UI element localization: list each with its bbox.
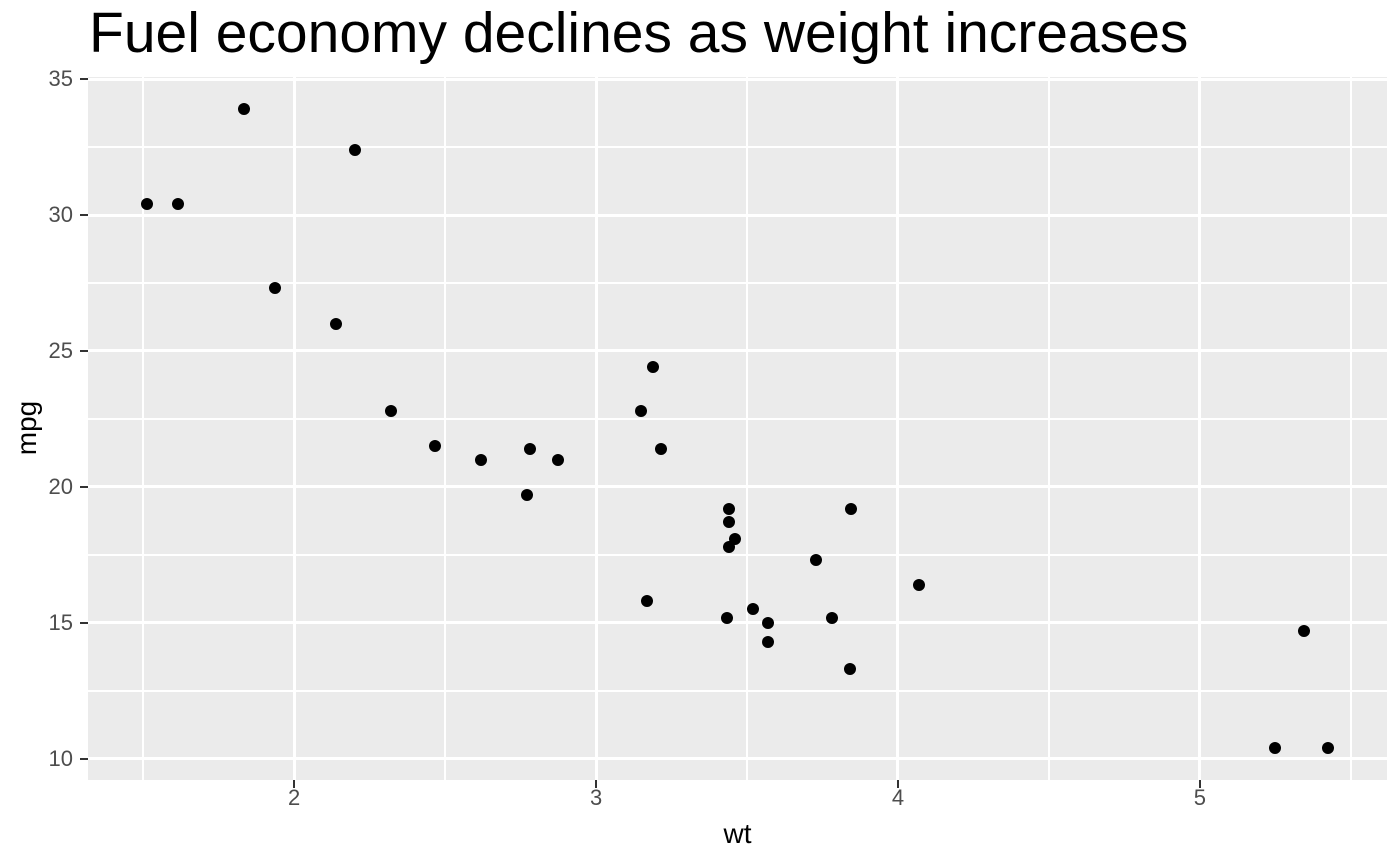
minor-gridline-y — [88, 690, 1387, 692]
data-point — [647, 361, 660, 374]
data-point — [171, 198, 184, 211]
data-point — [913, 578, 926, 591]
data-point — [238, 102, 251, 115]
y-tick-mark — [80, 485, 88, 489]
x-tick-label: 5 — [1193, 785, 1206, 810]
data-point — [1321, 742, 1334, 755]
data-point — [635, 404, 648, 417]
major-gridline-y — [88, 77, 1387, 81]
minor-gridline-x — [142, 77, 144, 780]
major-gridline-y — [88, 757, 1387, 761]
minor-gridline-x — [1048, 77, 1050, 780]
x-tick-mark — [292, 780, 296, 788]
x-tick-mark — [896, 780, 900, 788]
data-point — [520, 489, 533, 502]
x-axis-title: wt — [723, 818, 752, 849]
data-point — [1297, 625, 1310, 638]
major-gridline-y — [88, 485, 1387, 489]
minor-gridline-y — [88, 282, 1387, 284]
y-tick-mark — [80, 213, 88, 217]
data-point — [523, 442, 536, 455]
major-gridline-x — [292, 77, 296, 780]
y-tick-mark — [80, 621, 88, 625]
x-tick-label: 4 — [891, 785, 905, 810]
data-point — [384, 404, 397, 417]
data-point — [825, 611, 838, 624]
x-tick-mark — [1198, 780, 1202, 788]
minor-gridline-x — [444, 77, 446, 780]
y-tick-label: 20 — [48, 473, 73, 499]
data-point — [810, 554, 823, 567]
minor-gridline-y — [88, 418, 1387, 420]
data-point — [428, 440, 441, 453]
major-gridline-y — [88, 213, 1387, 217]
data-point — [722, 540, 735, 553]
data-point — [268, 282, 281, 295]
data-point — [721, 611, 734, 624]
x-tick-label: 2 — [288, 785, 301, 810]
data-point — [845, 502, 858, 515]
data-point — [722, 502, 735, 515]
minor-gridline-y — [88, 146, 1387, 148]
data-point — [1269, 742, 1282, 755]
data-point — [762, 635, 775, 648]
y-tick-label: 15 — [48, 609, 73, 635]
data-point — [722, 516, 735, 529]
data-point — [843, 663, 856, 676]
major-gridline-x — [896, 77, 900, 780]
data-point — [762, 616, 775, 629]
minor-gridline-x — [1350, 77, 1352, 780]
y-tick-label: 10 — [48, 745, 73, 771]
minor-gridline-y — [88, 554, 1387, 556]
major-gridline-y — [88, 349, 1387, 353]
x-tick-mark — [594, 780, 598, 788]
y-tick-mark — [80, 77, 88, 81]
y-tick-label: 30 — [48, 202, 73, 228]
major-gridline-x — [1198, 77, 1202, 780]
minor-gridline-x — [746, 77, 748, 780]
y-axis-title: mpg — [11, 400, 42, 456]
major-gridline-y — [88, 621, 1387, 625]
data-point — [330, 317, 343, 330]
y-tick-mark — [80, 757, 88, 761]
chart-title: Fuel economy declines as weight increase… — [89, 1, 1189, 65]
data-point — [141, 198, 154, 211]
y-tick-label: 25 — [48, 337, 73, 363]
data-point — [552, 453, 565, 466]
data-point — [475, 453, 488, 466]
x-tick-label: 3 — [589, 785, 603, 810]
data-point — [747, 603, 760, 616]
data-point — [641, 595, 654, 608]
y-tick-mark — [80, 349, 88, 353]
data-point — [654, 442, 667, 455]
plot-panel — [88, 77, 1387, 780]
y-tick-label: 35 — [48, 66, 73, 92]
major-gridline-x — [594, 77, 598, 780]
data-point — [348, 143, 361, 156]
